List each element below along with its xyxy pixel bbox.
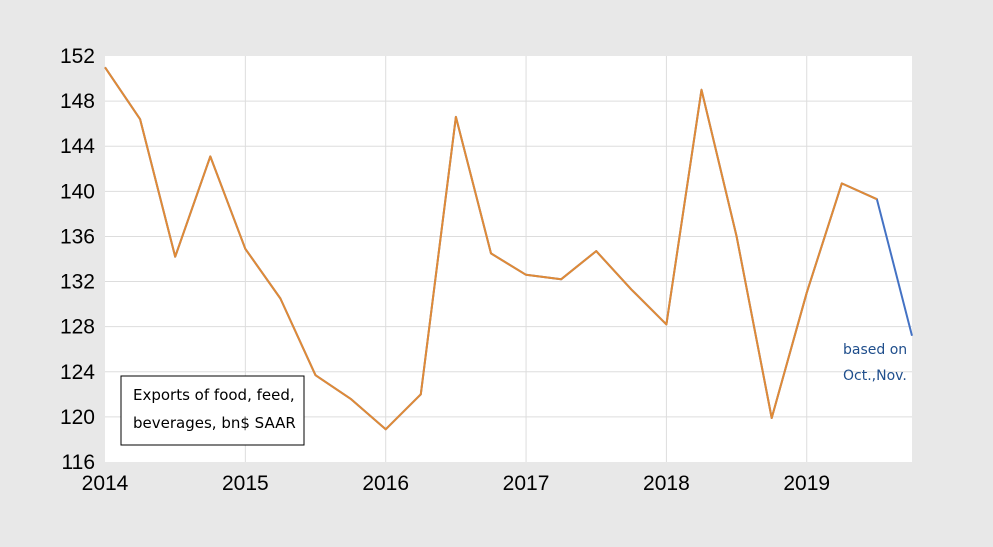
x-tick-label: 2018 bbox=[643, 472, 690, 495]
x-tick-label: 2014 bbox=[82, 472, 129, 495]
y-tick-label: 132 bbox=[60, 271, 95, 294]
x-tick-label: 2019 bbox=[783, 472, 830, 495]
y-tick-labels: 116 120 124 128 132 136 140 144 148 152 bbox=[60, 45, 95, 474]
y-tick-label: 140 bbox=[60, 180, 95, 203]
x-tick-label: 2016 bbox=[362, 472, 409, 495]
y-tick-label: 136 bbox=[60, 225, 95, 248]
legend-line-2: beverages, bn$ SAAR bbox=[133, 414, 296, 432]
x-tick-labels: 2014 2015 2016 2017 2018 2019 bbox=[82, 472, 830, 495]
gridlines bbox=[105, 56, 912, 462]
series-lines bbox=[104, 66, 913, 431]
y-tick-label: 124 bbox=[60, 361, 95, 384]
legend-line-1: Exports of food, feed, bbox=[133, 386, 295, 404]
y-tick-label: 144 bbox=[60, 135, 95, 158]
y-tick-label: 128 bbox=[60, 316, 95, 339]
annotation-line-2: Oct.,Nov. bbox=[843, 368, 907, 384]
legend-box: Exports of food, feed, beverages, bn$ SA… bbox=[120, 375, 305, 446]
series-line-2 bbox=[104, 66, 878, 431]
legend-frame bbox=[120, 375, 305, 446]
x-tick-label: 2015 bbox=[222, 472, 269, 495]
y-tick-label: 148 bbox=[60, 90, 95, 113]
annotation-line-1: based on bbox=[843, 342, 907, 358]
y-tick-label: 120 bbox=[60, 406, 95, 429]
annotation: based on Oct.,Nov. bbox=[843, 342, 907, 384]
y-tick-label: 116 bbox=[62, 451, 95, 474]
y-tick-label: 152 bbox=[60, 45, 95, 68]
x-tick-label: 2017 bbox=[503, 472, 550, 495]
